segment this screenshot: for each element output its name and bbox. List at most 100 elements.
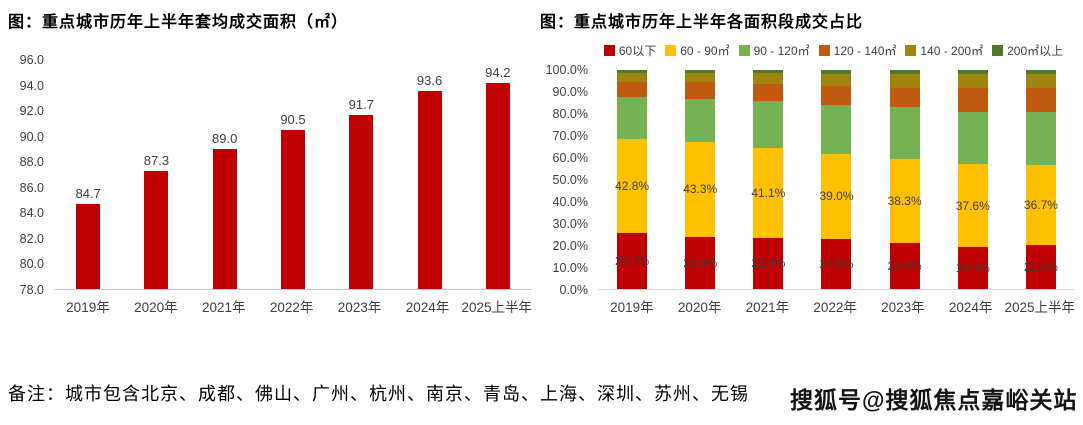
legend-swatch	[603, 45, 615, 56]
segment	[821, 105, 852, 154]
watermark: 搜狐号@搜狐焦点嘉峪关站	[790, 387, 1078, 413]
bar-value-label: 87.3	[143, 152, 170, 168]
stacked-bar-2020年: 23.8% 43.3%	[683, 70, 717, 289]
left-y-tick: 94.0	[19, 78, 44, 93]
legend-label: 60 - 90㎡	[680, 44, 730, 58]
segment: 23.4%	[751, 237, 785, 289]
stacked-bar-column-2020年: 23.8% 43.3%	[666, 70, 734, 289]
left-y-tick: 86.0	[19, 180, 44, 195]
bar-column-2019年: 84.7	[54, 60, 122, 289]
bar-column-2020年: 87.3	[122, 60, 190, 289]
bar-2020年	[144, 170, 169, 289]
segment	[685, 72, 716, 83]
legend-swatch	[738, 45, 750, 56]
stacked-bar-2024年: 19.3% 37.6%	[956, 70, 990, 289]
right-y-tick: 40.0%	[552, 195, 588, 209]
right-chart-x-axis: 2019年 2020年 2021年 2022年 2023年 2024年 2025上半年	[598, 296, 1075, 316]
right-x-tick: 2023年	[881, 300, 925, 315]
segment	[957, 70, 988, 74]
bar-2022年	[280, 129, 305, 289]
bar-2021年	[212, 149, 237, 289]
legend-swatch	[992, 45, 1004, 56]
legend-label: 200㎡以上	[1007, 44, 1064, 58]
segment: 37.6%	[956, 164, 990, 247]
legend-item: 140 - 200㎡	[905, 42, 983, 59]
segment	[617, 70, 648, 73]
left-x-tick: 2023年	[337, 300, 382, 315]
left-y-tick: 96.0	[19, 53, 44, 67]
legend-item: 60以下	[603, 42, 656, 59]
stacked-bar-column-2023年: 21.0% 38.3%	[871, 70, 939, 289]
segment: 38.3%	[888, 159, 922, 244]
segment	[957, 87, 988, 112]
segment: 22.8%	[819, 239, 854, 289]
legend-item: 90 - 120㎡	[738, 42, 810, 59]
legend-swatch	[818, 45, 830, 56]
right-y-tick: 20.0%	[552, 239, 588, 253]
left-chart-y-axis: 96.0 94.0 92.0 90.0 88.0 86.0 84.0 82.0 80.0 78.0	[8, 53, 50, 297]
legend-item: 120 - 140㎡	[818, 42, 896, 59]
segment	[685, 82, 716, 99]
right-y-tick: 100.0%	[545, 63, 588, 77]
bar-2023年	[349, 114, 374, 289]
left-x-tick: 2020年	[134, 300, 178, 315]
right-x-tick: 2021年	[745, 300, 790, 315]
right-chart-title: 图：重点城市历年上半年各面积段成交占比	[540, 12, 864, 31]
right-y-tick: 30.0%	[552, 217, 588, 231]
right-y-tick: 10.0%	[552, 261, 588, 275]
stacked-bar-column-2019年: 25.7% 42.8%	[598, 70, 666, 289]
left-x-tick: 2025上半年	[461, 300, 532, 315]
right-x-tick: 2025上半年	[1004, 300, 1076, 315]
bar-column-2021年: 89.0	[191, 60, 259, 289]
stacked-bar-2021年: 23.4% 41.1%	[751, 70, 785, 289]
segment	[889, 107, 920, 160]
segment	[957, 73, 988, 88]
segment	[617, 97, 648, 139]
segment	[821, 70, 852, 75]
segment	[753, 83, 784, 101]
right-x-tick: 2024年	[948, 300, 993, 315]
bar-value-label: 93.6	[416, 72, 443, 88]
segment	[1025, 74, 1056, 88]
segment	[889, 70, 920, 75]
legend-item: 200㎡以上	[992, 42, 1063, 59]
right-x-tick: 2022年	[813, 300, 857, 315]
legend-swatch	[905, 45, 917, 56]
left-y-tick: 88.0	[19, 155, 44, 170]
bar-value-label: 94.2	[485, 64, 511, 80]
right-chart-plot-area: 25.7% 42.8% 23.8% 43.3% 23.4% 41.1% 22.8% 39.0%…	[598, 70, 1075, 290]
segment: 43.3%	[683, 142, 717, 237]
left-x-tick: 2024年	[405, 300, 450, 315]
left-y-tick: 78.0	[19, 283, 44, 297]
stacked-bar-2019年: 25.7% 42.8%	[615, 70, 649, 289]
legend-swatch	[665, 45, 677, 56]
left-x-tick: 2019年	[66, 300, 110, 315]
bar-value-label: 90.5	[280, 111, 306, 127]
segment: 39.0%	[819, 153, 854, 240]
segment	[889, 87, 920, 108]
segment: 36.7%	[1024, 164, 1058, 246]
right-chart-legend: 60以下 60 - 90㎡ 90 - 120㎡ 120 - 140㎡ 140 - 200…	[590, 42, 1077, 59]
segment	[821, 86, 852, 106]
stacked-bar-2022年: 22.8% 39.0%	[819, 70, 854, 289]
segment	[1025, 70, 1056, 75]
stacked-bar-column-2022年: 22.8% 39.0%	[802, 70, 870, 289]
segment	[889, 74, 920, 88]
left-y-tick: 82.0	[19, 231, 44, 246]
segment	[753, 70, 784, 74]
bar-value-label: 91.7	[348, 96, 374, 112]
right-y-tick: 90.0%	[552, 85, 588, 99]
stacked-bar-column-2021年: 23.4% 41.1%	[734, 70, 802, 289]
segment	[685, 70, 716, 73]
segment	[821, 74, 852, 87]
segment	[957, 111, 988, 165]
right-y-tick: 0.0%	[559, 283, 589, 297]
segment	[753, 73, 784, 84]
area-segment-share-chart: 图：重点城市历年上半年各面积段成交占比 60以下 60 - 90㎡ 90 - 120…	[540, 8, 1077, 338]
right-y-tick: 70.0%	[552, 129, 588, 143]
legend-label: 90 - 120㎡	[753, 44, 810, 58]
left-x-tick: 2021年	[201, 300, 246, 315]
bar-2019年	[76, 203, 101, 289]
segment: 42.8%	[615, 139, 649, 233]
